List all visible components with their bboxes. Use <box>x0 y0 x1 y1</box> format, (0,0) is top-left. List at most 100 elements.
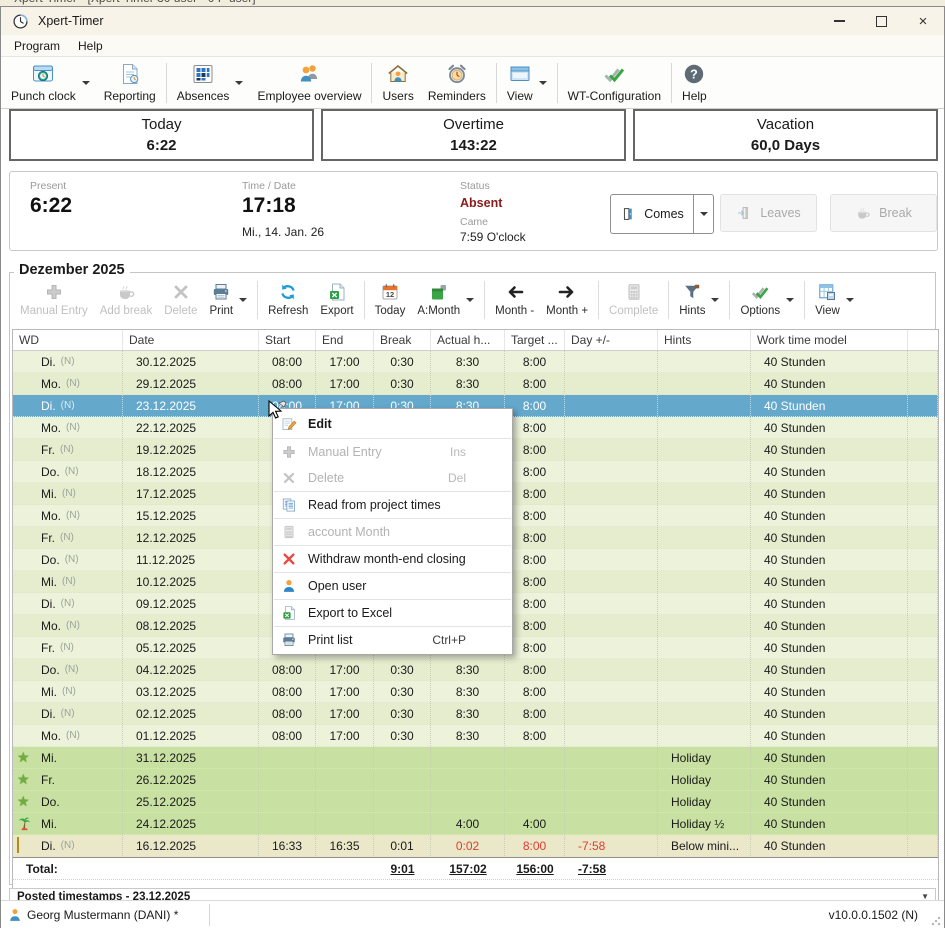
weekday-flag: (N) <box>60 642 74 653</box>
weekday-label: Di. <box>41 839 56 853</box>
context-menu-item-label: Export to Excel <box>308 606 392 620</box>
cell-work-time-model: 40 Stunden <box>751 351 908 372</box>
table-row[interactable]: Mo.(N)29.12.202508:0017:000:308:308:0040… <box>13 373 938 395</box>
cell-day <box>565 615 658 636</box>
toolbar-item-help[interactable]: ?Help <box>675 59 714 106</box>
cell-work-time-model: 40 Stunden <box>751 769 908 790</box>
cell-work-time-model: 40 Stunden <box>751 527 908 548</box>
comes-dropdown-button[interactable] <box>693 195 713 233</box>
month-toolbar-item-hints[interactable]: Hints <box>673 280 725 319</box>
context-menu-item-withdraw-month-end-closing[interactable]: Withdraw month-end closing <box>273 546 512 572</box>
plus-icon <box>44 282 64 302</box>
toolbar-item-wt-configuration[interactable]: WT-Configuration <box>561 59 668 106</box>
month-toolbar-item-print[interactable]: Print <box>203 280 253 319</box>
cell-hints <box>658 571 751 592</box>
cell-day: -7:58 <box>565 835 658 856</box>
comes-button[interactable]: Comes <box>611 195 693 233</box>
month-toolbar-item-today[interactable]: 12Today <box>369 280 412 319</box>
context-menu-item-open-user[interactable]: Open user <box>273 573 512 599</box>
minimize-button[interactable] <box>818 7 860 35</box>
context-menu-item-export-to-excel[interactable]: Export to Excel <box>273 600 512 626</box>
table-row[interactable]: Di.(N)30.12.202508:0017:000:308:308:0040… <box>13 351 938 373</box>
toolbar-item-label: Punch clock <box>11 89 76 103</box>
month-toolbar-item-options[interactable]: Options <box>734 280 800 319</box>
column-header-break[interactable]: Break <box>374 330 431 350</box>
month-toolbar-item-month[interactable]: Month + <box>540 280 594 319</box>
column-header-filler <box>908 330 938 350</box>
column-header-actual-h[interactable]: Actual h... <box>431 330 505 350</box>
context-menu-item-edit[interactable]: Edit <box>273 410 512 438</box>
svg-text:?: ? <box>691 68 699 82</box>
toolbar-item-view[interactable]: View <box>500 59 554 106</box>
column-header-work-time-model[interactable]: Work time model <box>751 330 908 350</box>
toolbar-item-reminders[interactable]: Reminders <box>421 59 493 106</box>
table-row[interactable]: Mo.(N)01.12.202508:0017:000:308:308:0040… <box>13 725 938 747</box>
table-row[interactable]: Di.(N)16.12.202516:3316:350:010:028:00-7… <box>13 835 938 857</box>
maximize-button[interactable] <box>860 7 902 35</box>
break-button[interactable]: Break <box>830 194 937 232</box>
x-icon <box>171 282 191 302</box>
cell-filler <box>908 395 938 416</box>
resize-grip[interactable] <box>931 916 941 926</box>
toolbar-item-employee-overview[interactable]: Employee overview <box>250 59 368 106</box>
month-toolbar-item-a-month[interactable]: A:Month <box>411 280 480 319</box>
month-toolbar-item-refresh[interactable]: Refresh <box>262 280 314 319</box>
column-header-wd[interactable]: WD <box>13 330 123 350</box>
leaves-button[interactable]: Leaves <box>720 194 817 232</box>
column-header-hints[interactable]: Hints <box>658 330 751 350</box>
cell-filler <box>908 439 938 460</box>
cell-filler <box>908 615 938 636</box>
context-menu-item-print-list[interactable]: Print listCtrl+P <box>273 627 512 653</box>
table-row[interactable]: Do.(N)04.12.202508:0017:000:308:308:0040… <box>13 659 938 681</box>
table-row[interactable]: Di.(N)02.12.202508:0017:000:308:308:0040… <box>13 703 938 725</box>
toolbar-item-reporting[interactable]: Reporting <box>97 59 163 106</box>
context-menu-item-read-from-project-times[interactable]: Read from project times <box>273 492 512 518</box>
cell-filler <box>908 461 938 482</box>
app-window: Xpert-Timer - [Xpert-Timer 30 user - 0 P… <box>0 0 945 928</box>
month-toolbar-item-inner: Add break <box>100 282 152 317</box>
column-header-date[interactable]: Date <box>123 330 259 350</box>
month-toolbar-item-export[interactable]: Export <box>314 280 359 319</box>
cell-hints <box>658 659 751 680</box>
cell-date: 15.12.2025 <box>123 505 259 526</box>
weekday-flag: (N) <box>62 686 76 697</box>
toolbar-item-punch-clock[interactable]: Punch clock <box>4 59 97 106</box>
cell-wd: Do.(N) <box>13 549 123 570</box>
cell-work-time-model: 40 Stunden <box>751 615 908 636</box>
cell-wd: Fr.(N) <box>13 637 123 658</box>
cell-wd: Mi.(N) <box>13 483 123 504</box>
column-header-target[interactable]: Target ... <box>505 330 565 350</box>
weekday-flag: (N) <box>66 620 80 631</box>
cell-wd: Di.(N) <box>13 395 123 416</box>
toolbar-item-users[interactable]: Users <box>375 59 420 106</box>
cell-actual-h <box>431 747 505 768</box>
month-toolbar-item-label: Add break <box>100 305 152 317</box>
toolbar-item-absences[interactable]: Absences <box>170 59 251 106</box>
weekday-label: Mo. <box>41 729 61 743</box>
month-toolbar-item-month[interactable]: Month - <box>489 280 540 319</box>
column-header-day[interactable]: Day +/- <box>565 330 658 350</box>
cell-date: 12.12.2025 <box>123 527 259 548</box>
cell-target: 8:00 <box>505 725 565 746</box>
menu-help[interactable]: Help <box>69 37 112 55</box>
cell-day <box>565 549 658 570</box>
cell-filler <box>908 791 938 812</box>
cell-wd: Mo.(N) <box>13 417 123 438</box>
cell-day <box>565 813 658 834</box>
cell-target: 8:00 <box>505 549 565 570</box>
close-button[interactable]: × <box>902 7 944 35</box>
table-row[interactable]: Mi.(N)03.12.202508:0017:000:308:308:0040… <box>13 681 938 703</box>
month-toolbar-item-inner: A:Month <box>417 282 460 317</box>
month-toolbar-item-view[interactable]: View <box>809 280 860 319</box>
cell-day <box>565 703 658 724</box>
menu-program[interactable]: Program <box>5 37 69 55</box>
absences-icon <box>191 62 215 86</box>
toolbar-separator <box>557 63 558 103</box>
chevron-down-icon <box>239 298 247 302</box>
column-header-start[interactable]: Start <box>259 330 316 350</box>
table-row[interactable]: ★Do.25.12.2025Holiday40 Stunden <box>13 791 938 813</box>
column-header-end[interactable]: End <box>316 330 374 350</box>
table-row[interactable]: ★Fr.26.12.2025Holiday40 Stunden <box>13 769 938 791</box>
table-row[interactable]: Mi.24.12.20254:004:00Holiday ½40 Stunden <box>13 813 938 835</box>
table-row[interactable]: ★Mi.31.12.2025Holiday40 Stunden <box>13 747 938 769</box>
